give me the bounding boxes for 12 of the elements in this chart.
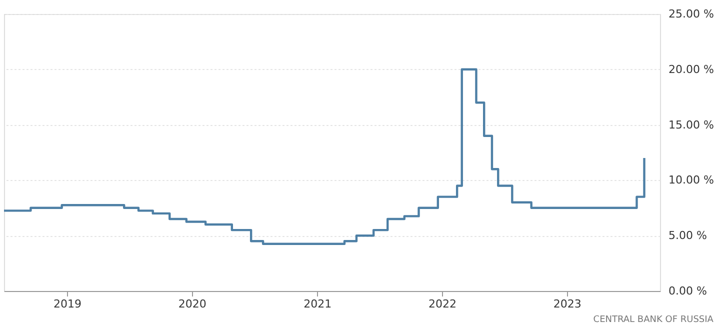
x-tick-label: 2021 bbox=[304, 298, 332, 310]
y-tick-label: 15.00 % bbox=[668, 118, 714, 132]
y-tick-label: 25.00 % bbox=[668, 8, 714, 20]
y-tick-label: 5.00 % bbox=[668, 229, 707, 242]
x-tick-label: 2023 bbox=[553, 298, 582, 310]
text: CENTRAL BANK OF RUSSIA bbox=[593, 315, 714, 325]
y-tick-label: 0.00 % bbox=[668, 284, 707, 298]
y-tick-label: 10.00 % bbox=[668, 174, 714, 187]
x-tick-label: 2020 bbox=[178, 298, 206, 310]
y-tick-label: 20.00 % bbox=[668, 62, 714, 76]
x-tick-label: 2022 bbox=[428, 298, 457, 310]
x-tick-label: 2019 bbox=[53, 298, 82, 310]
